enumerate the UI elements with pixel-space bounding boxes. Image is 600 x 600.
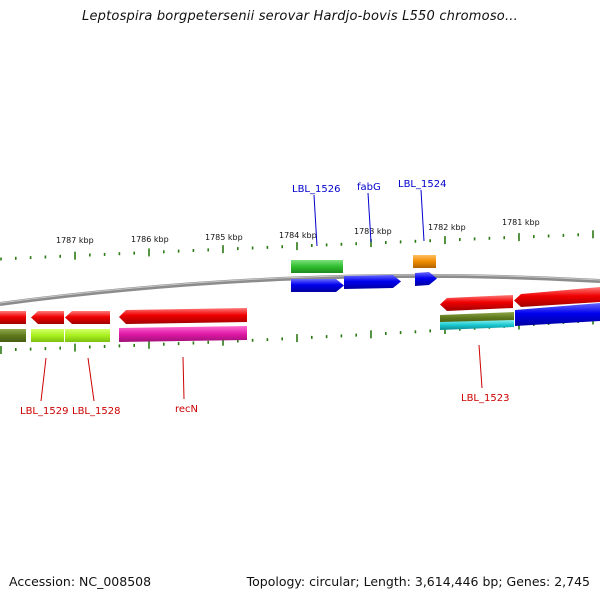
forward-gene-labels: LBL_1526 fabG LBL_1524 (292, 179, 446, 195)
reverse-strand-genes (0, 287, 600, 342)
gene-LBL_1523[interactable] (440, 295, 513, 311)
label-LBL_1528[interactable]: LBL_1528 (72, 406, 120, 417)
accession-text: Accession: NC_008508 (9, 574, 152, 589)
gene-lime-1[interactable] (31, 329, 64, 342)
forward-strand-genes (291, 255, 600, 326)
map-title: Leptospira borgpetersenii serovar Hardjo… (82, 9, 518, 24)
gene-recN[interactable] (119, 308, 247, 324)
scale-label: 1786 kbp (131, 235, 169, 244)
gene-olive-right[interactable] (440, 312, 514, 323)
upper-tick-row (0, 230, 594, 261)
gene-orange-forward[interactable] (413, 255, 436, 268)
scale-label: 1784 kbp (279, 231, 317, 240)
topology-info: Topology: circular; Length: 3,614,446 bp… (246, 574, 590, 589)
scale-label: 1781 kbp (502, 218, 540, 227)
scale-labels: 1787 kbp 1786 kbp 1785 kbp 1784 kbp 1783… (56, 218, 540, 245)
gene-magenta[interactable] (119, 326, 247, 342)
gene-blue-forward-right[interactable] (515, 303, 600, 326)
gene-LBL_1524[interactable] (415, 272, 437, 286)
label-recN[interactable]: recN (175, 404, 198, 415)
gene-lime-2[interactable] (65, 329, 110, 342)
gene-LBL_1529[interactable] (31, 311, 64, 324)
label-LBL_1523[interactable]: LBL_1523 (461, 393, 509, 404)
gene-green-forward[interactable] (291, 260, 343, 273)
label-LBL_1526[interactable]: LBL_1526 (292, 184, 340, 195)
scale-label: 1783 kbp (354, 227, 392, 236)
label-LBL_1524[interactable]: LBL_1524 (398, 179, 446, 190)
gene-fabG[interactable] (344, 275, 401, 289)
forward-leaders (313, 189, 425, 247)
chromosome-backbone (0, 273, 600, 306)
gene-cyan-right[interactable] (440, 320, 514, 330)
gene-LBL_1526[interactable] (291, 279, 344, 292)
scale-label: 1787 kbp (56, 236, 94, 245)
label-LBL_1529[interactable]: LBL_1529 (20, 406, 68, 417)
reverse-leaders (40, 344, 483, 402)
gene-red-reverse-right[interactable] (514, 287, 600, 307)
scale-label: 1782 kbp (428, 223, 466, 232)
scale-label: 1785 kbp (205, 233, 243, 242)
gene-red-left-edge[interactable] (0, 311, 26, 324)
reverse-gene-labels: LBL_1529 LBL_1528 recN LBL_1523 (20, 393, 509, 417)
label-fabG[interactable]: fabG (357, 182, 381, 193)
gene-olive-left[interactable] (0, 329, 26, 342)
gene-LBL_1528[interactable] (65, 311, 110, 324)
